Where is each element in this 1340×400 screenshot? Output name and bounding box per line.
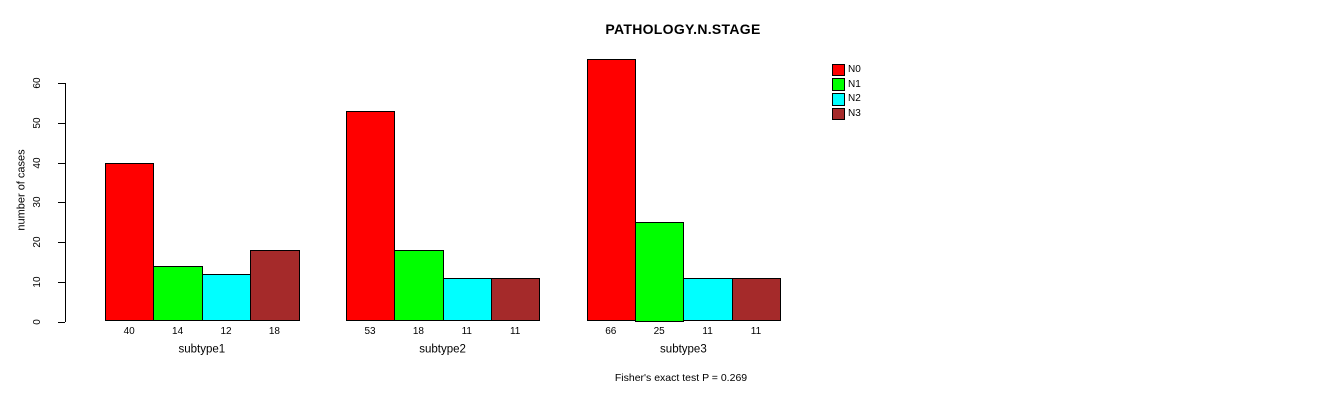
- bar-value-label: 11: [750, 326, 762, 337]
- y-axis-tick: [58, 242, 65, 244]
- y-axis-tick: [58, 281, 65, 283]
- y-axis-tick: [58, 202, 65, 204]
- bar-n0-subtype2: [345, 111, 396, 322]
- legend-label-n1: N1: [848, 78, 861, 90]
- legend-swatch-n2: [832, 93, 845, 106]
- y-axis-tick: [58, 162, 65, 164]
- bar-n3-subtype3: [731, 277, 782, 322]
- bar-n2-subtype3: [683, 277, 733, 322]
- legend-swatch-n1: [832, 78, 845, 91]
- bar-value-label: 40: [123, 326, 135, 337]
- bar-value-label: 66: [605, 326, 617, 337]
- bar-value-label: 53: [364, 326, 376, 337]
- bar-value-label: 12: [220, 326, 232, 337]
- fisher-test-annotation: Fisher's exact test P = 0.269: [614, 371, 748, 384]
- category-label-subtype3: subtype3: [660, 342, 707, 355]
- legend-swatch-n0: [832, 63, 845, 77]
- bar-n2-subtype1: [201, 273, 252, 322]
- y-axis-tick: [58, 123, 65, 124]
- bar-value-label: 11: [702, 326, 713, 337]
- category-label-subtype1: subtype1: [178, 342, 226, 355]
- bar-value-label: 18: [268, 326, 280, 337]
- legend-label-n0: N0: [848, 64, 861, 75]
- bar-value-label: 25: [653, 326, 665, 337]
- y-axis-tick: [58, 83, 65, 85]
- y-axis-tick: [58, 321, 65, 323]
- bar-n3-subtype1: [250, 250, 300, 322]
- legend-label-n2: N2: [848, 93, 861, 105]
- y-axis-line: [65, 83, 66, 323]
- bar-n2-subtype2: [442, 277, 492, 322]
- bar-n1-subtype3: [635, 222, 685, 322]
- bar-value-label: 11: [461, 326, 472, 337]
- bar-value-label: 11: [509, 326, 521, 337]
- bar-value-label: 18: [412, 326, 424, 337]
- chart-title: PATHOLOGY.N.STAGE: [605, 21, 761, 37]
- legend-swatch-n3: [832, 107, 845, 121]
- category-label-subtype2: subtype2: [419, 342, 466, 355]
- legend-label-n3: N3: [848, 108, 861, 120]
- bar-n1-subtype2: [394, 250, 444, 322]
- bar-n3-subtype2: [491, 277, 541, 322]
- bar-n0-subtype3: [586, 59, 636, 322]
- bar-n0-subtype1: [105, 162, 155, 322]
- bar-value-label: 14: [172, 326, 184, 337]
